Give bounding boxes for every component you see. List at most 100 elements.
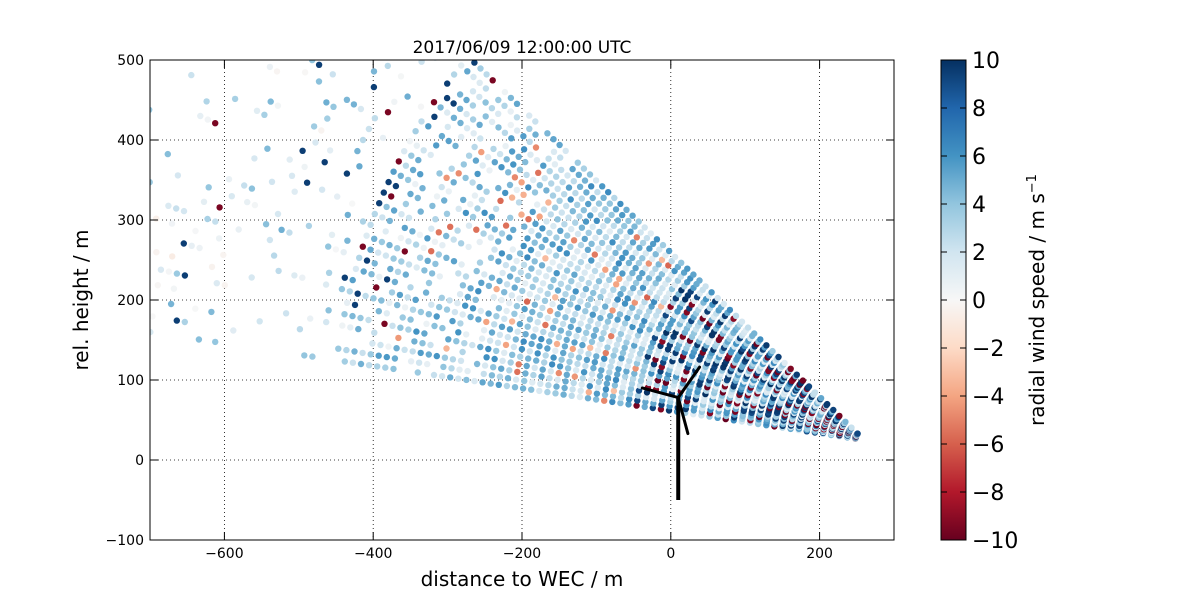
scatter-point xyxy=(556,141,563,149)
scatter-point xyxy=(602,233,610,241)
scatter-point xyxy=(539,225,546,232)
scatter-point xyxy=(530,176,537,184)
scatter-point xyxy=(574,230,582,238)
scatter-point xyxy=(581,335,588,343)
scatter-point xyxy=(577,298,584,305)
scatter-point xyxy=(602,250,609,257)
colorbar-tick-label: 6 xyxy=(972,145,986,170)
scatter-point xyxy=(282,310,290,317)
scatter-point xyxy=(402,271,409,278)
scatter-point xyxy=(467,201,474,208)
scatter-point xyxy=(619,211,626,219)
scatter-point xyxy=(495,238,502,245)
scatter-point xyxy=(496,150,504,158)
scatter-point xyxy=(481,271,488,278)
scatter-point xyxy=(499,269,506,277)
scatter-point xyxy=(498,164,505,171)
scatter-point xyxy=(642,279,650,287)
scatter-point xyxy=(344,211,351,219)
scatter-point xyxy=(649,284,656,291)
scatter-point xyxy=(605,260,612,268)
scatter-point xyxy=(556,363,564,370)
scatter-point xyxy=(228,193,235,200)
scatter-point xyxy=(629,323,636,331)
scatter-point xyxy=(553,173,560,180)
scatter-point xyxy=(564,172,571,179)
scatter-point xyxy=(605,244,612,252)
scatter-point xyxy=(301,163,308,171)
scatter-point xyxy=(508,292,515,299)
scatter-point xyxy=(609,271,616,278)
scatter-point xyxy=(413,264,420,271)
scatter-point xyxy=(598,335,605,342)
scatter-point xyxy=(572,288,579,295)
scatter-point xyxy=(603,282,610,289)
scatter-point xyxy=(324,115,331,122)
scatter-point xyxy=(433,193,441,200)
scatter-point xyxy=(532,220,539,227)
scatter-point xyxy=(275,267,282,275)
scatter-point xyxy=(256,318,263,325)
scatter-point xyxy=(644,331,651,338)
scatter-point xyxy=(341,274,348,281)
scatter-point xyxy=(413,142,420,149)
scatter-point xyxy=(315,61,323,68)
scatter-point xyxy=(540,162,547,169)
scatter-point xyxy=(418,118,425,125)
scatter-point xyxy=(614,296,621,303)
scatter-point xyxy=(305,222,313,230)
scatter-point xyxy=(404,93,411,100)
scatter-point xyxy=(532,118,539,125)
scatter-point xyxy=(595,245,602,252)
scatter-point xyxy=(615,336,623,343)
scatter-point xyxy=(456,366,463,373)
scatter-point xyxy=(611,382,619,389)
scatter-point xyxy=(417,171,424,178)
scatter-point xyxy=(401,304,409,311)
scatter-point xyxy=(567,260,574,268)
scatter-point xyxy=(528,265,535,272)
scatter-point xyxy=(448,365,455,372)
scatter-point xyxy=(347,324,354,331)
scatter-point xyxy=(447,223,454,230)
scatter-point xyxy=(510,265,517,272)
scatter-point xyxy=(598,367,605,374)
scatter-point xyxy=(515,153,522,160)
scatter-point xyxy=(658,271,666,278)
scatter-point xyxy=(587,376,595,384)
scatter-point xyxy=(848,424,855,431)
scatter-point xyxy=(643,358,650,365)
scatter-point xyxy=(561,343,569,350)
scatter-point xyxy=(401,346,408,353)
scatter-point xyxy=(394,301,401,309)
scatter-point xyxy=(521,377,528,385)
scatter-point xyxy=(525,216,532,223)
scatter-point xyxy=(433,313,440,320)
scatter-point xyxy=(482,113,489,120)
scatter-point xyxy=(493,285,500,293)
y-tick-label: 0 xyxy=(135,453,144,469)
scatter-point xyxy=(491,226,498,233)
scatter-point xyxy=(533,357,540,364)
scatter-point xyxy=(574,201,581,208)
scatter-point xyxy=(474,170,481,178)
scatter-point xyxy=(542,255,549,262)
scatter-point xyxy=(617,394,625,401)
scatter-point xyxy=(225,176,233,183)
scatter-point xyxy=(420,244,427,252)
scatter-point xyxy=(582,218,590,225)
scatter-point xyxy=(531,258,538,265)
scatter-point xyxy=(530,371,537,379)
scatter-point xyxy=(594,384,601,391)
scatter-point xyxy=(270,252,278,259)
scatter-point xyxy=(512,376,520,383)
scatter-point xyxy=(478,196,486,204)
scatter-point xyxy=(616,311,624,318)
scatter-point xyxy=(332,246,340,253)
scatter-point xyxy=(299,274,306,281)
scatter-point xyxy=(592,396,600,403)
scatter-point xyxy=(525,184,532,191)
scatter-point xyxy=(549,192,557,199)
scatter-point xyxy=(472,157,480,164)
scatter-point xyxy=(506,326,514,333)
